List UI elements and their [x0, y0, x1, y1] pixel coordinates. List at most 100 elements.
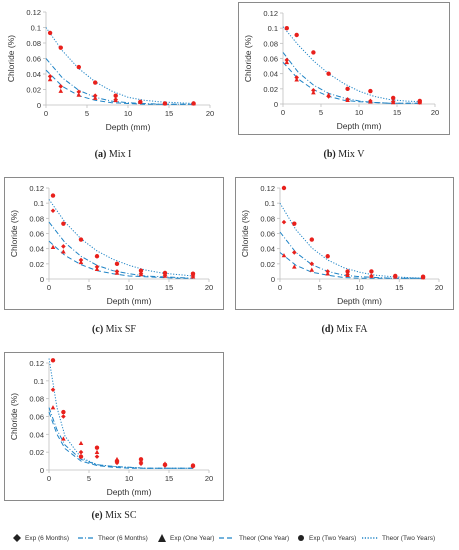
x-tick-label: 20 [206, 109, 214, 118]
y-tick-label: 0.08 [26, 39, 41, 48]
series-line-theor-6-months [279, 231, 424, 279]
y-tick-label: 0.02 [29, 448, 44, 457]
legend-item-theor-two-years: Theor (Two Years) [361, 529, 435, 547]
data-point-exp-one-year [294, 77, 299, 82]
x-axis-label: Depth (mm) [337, 296, 382, 306]
data-point-exp-two-years [93, 80, 98, 85]
x-tick-label: 15 [395, 283, 403, 292]
caption-mix-fa: (d) Mix FA [321, 324, 368, 335]
data-point-exp-two-years [417, 98, 422, 104]
legend-label: Exp (6 Months) [25, 534, 70, 542]
x-tick-label: 5 [85, 109, 89, 118]
data-point-exp-two-years [368, 88, 373, 94]
data-point-exp-two-years [78, 454, 84, 459]
legend-item-exp-two-years: Exp (Two Years) [296, 529, 356, 547]
x-tick-label: 0 [278, 283, 282, 292]
dash-line-icon [219, 537, 235, 539]
data-point-exp-one-year [162, 273, 168, 278]
data-point-exp-two-years [162, 270, 168, 276]
data-point-exp-two-years [162, 462, 168, 467]
series-line-theor-two-years [48, 358, 193, 469]
legend-label: Theor (6 Months) [98, 534, 148, 542]
x-tick-label: 10 [124, 109, 132, 118]
data-point-exp-two-years [50, 358, 56, 363]
caption-mix-sf: (c) Mix SF [92, 324, 136, 335]
legend-item-theor-6-months: Theor (6 Months) [77, 529, 148, 547]
x-tick-label: 10 [355, 108, 363, 117]
y-tick-label: 0.04 [29, 245, 44, 254]
y-tick-label: 0.1 [34, 199, 44, 208]
x-tick-label: 0 [47, 474, 51, 483]
data-point-exp-one-year [326, 92, 331, 97]
data-point-exp-6-months [61, 244, 66, 249]
y-tick-label: 0 [37, 101, 41, 110]
x-tick-label: 0 [44, 109, 48, 118]
series-line-theor-one-year [48, 411, 193, 469]
y-tick-label: 0.12 [29, 184, 44, 193]
legend: Exp (6 Months) Theor (6 Months) Exp (One… [0, 529, 459, 547]
x-axis-label: Depth (mm) [107, 487, 152, 497]
data-point-exp-two-years [138, 268, 144, 273]
y-tick-label: 0.08 [29, 395, 44, 404]
legend-label: Theor (Two Years) [382, 534, 436, 542]
data-point-exp-two-years [325, 254, 330, 259]
data-point-exp-one-year [281, 253, 287, 258]
series-line-theor-two-years [279, 202, 424, 279]
legend-label: Theor (One Year) [239, 534, 290, 542]
y-tick-label: 0.02 [29, 260, 44, 269]
x-tick-label: 0 [281, 108, 285, 117]
data-point-exp-one-year [292, 264, 297, 269]
y-tick-label: 0.04 [26, 70, 41, 79]
series-line-theor-two-years [48, 199, 194, 277]
y-axis-label: Chloride (%) [9, 210, 19, 257]
data-point-exp-one-year [345, 272, 350, 278]
series-line-theor-6-months [48, 221, 194, 279]
data-point-exp-two-years [281, 185, 287, 191]
y-tick-label: 0.02 [263, 85, 278, 94]
y-tick-label: 0.06 [29, 230, 44, 239]
data-point-exp-two-years [58, 45, 63, 50]
caption-mix-sc: (e) Mix SC [91, 510, 137, 521]
data-point-exp-two-years [114, 458, 120, 464]
data-point-exp-6-months [61, 414, 66, 419]
data-point-exp-two-years [292, 221, 297, 226]
y-axis-label: Chloride (%) [243, 35, 253, 82]
data-point-exp-one-year [113, 97, 118, 103]
x-tick-label: 10 [355, 283, 363, 292]
data-point-exp-6-months [76, 89, 82, 95]
data-point-exp-one-year [58, 88, 64, 93]
circle-marker-icon [298, 535, 304, 541]
y-tick-label: 0.06 [260, 230, 275, 239]
data-point-exp-two-years [369, 269, 374, 274]
data-point-exp-one-year [325, 271, 330, 276]
data-point-exp-two-years [345, 86, 350, 92]
x-tick-label: 15 [165, 283, 173, 292]
data-point-exp-two-years [94, 254, 100, 259]
data-point-exp-two-years [294, 32, 299, 38]
y-tick-label: 0.08 [260, 214, 275, 223]
data-point-exp-two-years [391, 95, 396, 101]
legend-item-exp-6-months: Exp (6 Months) [12, 529, 69, 547]
x-tick-label: 15 [165, 109, 173, 118]
data-point-exp-one-year [92, 95, 98, 100]
data-point-exp-two-years [420, 274, 426, 279]
data-point-exp-two-years [113, 93, 118, 98]
y-tick-label: 0.02 [26, 86, 41, 95]
triangle-marker-icon [158, 534, 166, 542]
x-tick-label: 0 [47, 283, 51, 292]
dashdot-line-icon [78, 537, 94, 539]
y-tick-label: 0.12 [260, 184, 275, 193]
data-point-exp-one-year [47, 77, 53, 82]
chart-panel-mix-sf: 0 0.02 0.04 0.06 0.08 0.1 0.12 0 5 10 15 20 Depth (m… [4, 177, 224, 310]
data-point-exp-one-year [390, 100, 396, 105]
data-point-exp-two-years [190, 271, 196, 276]
data-point-exp-one-year [78, 440, 84, 446]
data-point-exp-one-year [345, 97, 350, 103]
data-point-exp-6-months [94, 454, 100, 459]
data-point-exp-two-years [191, 101, 196, 106]
y-axis-label: Chloride (%) [6, 35, 16, 82]
x-tick-label: 5 [87, 474, 91, 483]
data-point-exp-one-year [284, 59, 290, 65]
x-axis-label: Depth (mm) [107, 296, 152, 306]
y-tick-label: 0.02 [260, 260, 275, 269]
